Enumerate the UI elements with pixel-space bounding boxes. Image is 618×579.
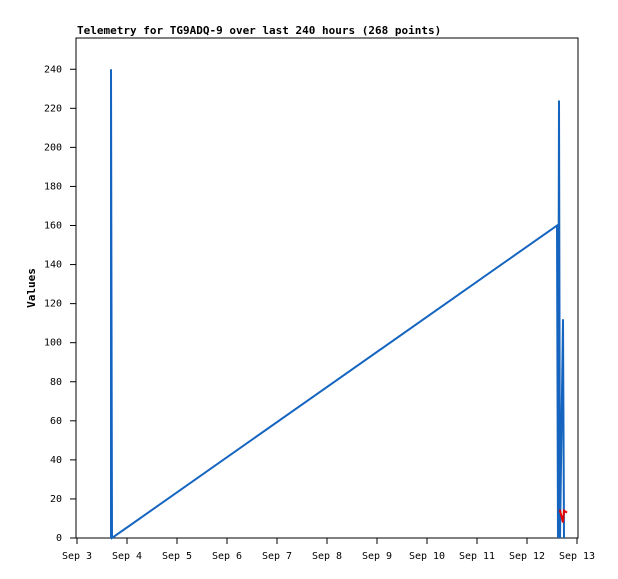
x-tick-label: Sep 3 — [62, 551, 92, 562]
chart-title: Telemetry for TG9ADQ-9 over last 240 hou… — [77, 24, 441, 37]
x-tick-label: Sep 7 — [262, 551, 292, 562]
series-line — [110, 69, 565, 540]
y-tick-label: 20 — [50, 494, 62, 505]
y-tick-label: 100 — [44, 338, 62, 349]
y-tick-label: 40 — [50, 455, 62, 466]
y-tick-label: 180 — [44, 181, 62, 192]
y-tick-label: 120 — [44, 299, 62, 310]
y-tick-label: 0 — [56, 533, 62, 544]
y-tick-label: 240 — [44, 64, 62, 75]
y-tick-label: 80 — [50, 377, 62, 388]
y-tick-label: 140 — [44, 260, 62, 271]
x-tick-label: Sep 6 — [212, 551, 242, 562]
y-tick-label: 200 — [44, 142, 62, 153]
y-axis-label: Values — [25, 268, 38, 308]
x-tick-label: Sep 8 — [312, 551, 342, 562]
x-tick-label: Sep 10 — [409, 551, 445, 562]
x-tick-label: Sep 4 — [112, 551, 142, 562]
series-line — [559, 508, 568, 523]
x-tick-label: Sep 9 — [362, 551, 392, 562]
x-tick-label: Sep 13 — [559, 551, 595, 562]
plot-frame — [75, 37, 579, 539]
x-tick-label: Sep 5 — [162, 551, 192, 562]
y-tick-label: 60 — [50, 416, 62, 427]
y-tick-label: 160 — [44, 221, 62, 232]
x-tick-label: Sep 12 — [509, 551, 545, 562]
y-tick-label: 220 — [44, 103, 62, 114]
x-tick-label: Sep 11 — [459, 551, 495, 562]
